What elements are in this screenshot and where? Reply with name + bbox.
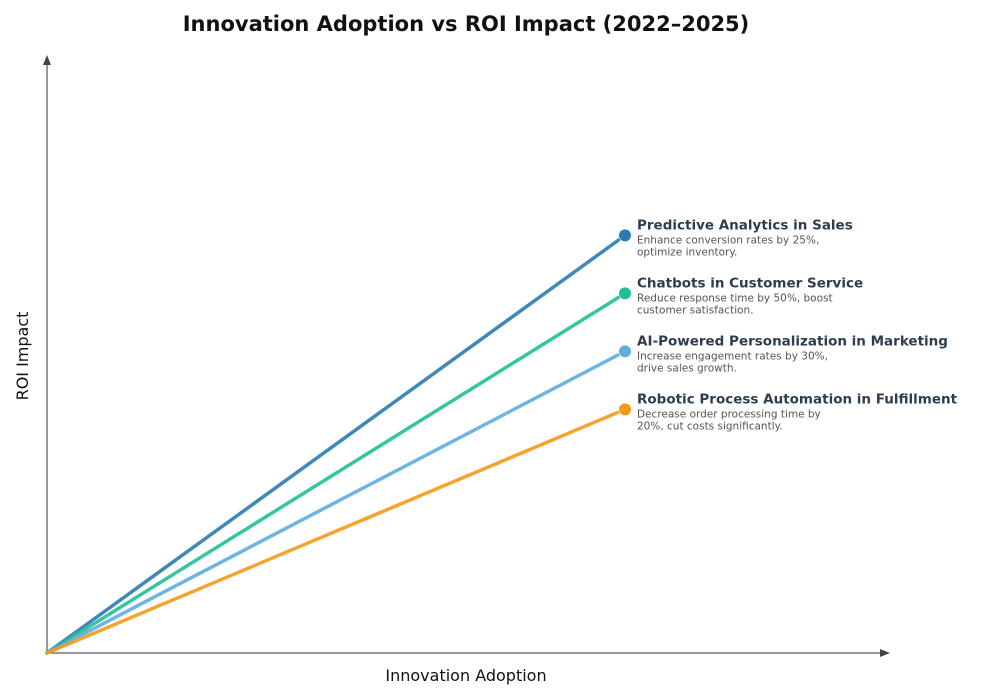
y-axis-label: ROI Impact bbox=[13, 312, 32, 401]
series-description-line: Enhance conversion rates by 25%, bbox=[637, 234, 819, 246]
series-description-line: Increase engagement rates by 30%, bbox=[637, 350, 828, 362]
series-description-line: Reduce response time by 50%, boost bbox=[637, 292, 833, 304]
series-end-marker bbox=[619, 229, 631, 242]
series-name-label: Predictive Analytics in Sales bbox=[637, 217, 853, 233]
series-line bbox=[45, 353, 620, 655]
series-line bbox=[45, 410, 620, 655]
series-end-marker bbox=[619, 345, 631, 358]
x-axis-label: Innovation Adoption bbox=[385, 666, 546, 685]
series-line bbox=[45, 295, 620, 655]
series-name-label: Chatbots in Customer Service bbox=[637, 275, 863, 291]
series-name-label: AI-Powered Personalization in Marketing bbox=[637, 333, 948, 349]
series-description-line: drive sales growth. bbox=[637, 362, 737, 374]
series-description-line: 20%, cut costs significantly. bbox=[637, 420, 783, 432]
series-name-label: Robotic Process Automation in Fulfillmen… bbox=[637, 391, 958, 407]
chart-title: Innovation Adoption vs ROI Impact (2022–… bbox=[183, 12, 750, 36]
series-3: AI-Powered Personalization in MarketingI… bbox=[45, 333, 948, 655]
series-end-marker bbox=[619, 287, 631, 300]
series-end-marker bbox=[619, 403, 631, 416]
series-4: Robotic Process Automation in Fulfillmen… bbox=[45, 391, 958, 655]
series-description-line: Decrease order processing time by bbox=[637, 408, 821, 420]
series-description-line: customer satisfaction. bbox=[637, 304, 754, 316]
series-line bbox=[45, 238, 621, 655]
series-description-line: optimize inventory. bbox=[637, 246, 737, 258]
